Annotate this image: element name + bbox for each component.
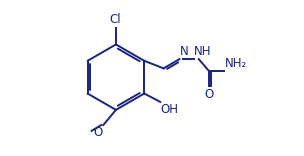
Text: NH₂: NH₂	[224, 56, 247, 70]
Text: N: N	[180, 45, 189, 58]
Text: Cl: Cl	[109, 13, 121, 26]
Text: OH: OH	[161, 103, 179, 116]
Text: NH: NH	[194, 45, 212, 58]
Text: O: O	[93, 126, 102, 139]
Text: O: O	[204, 88, 213, 101]
